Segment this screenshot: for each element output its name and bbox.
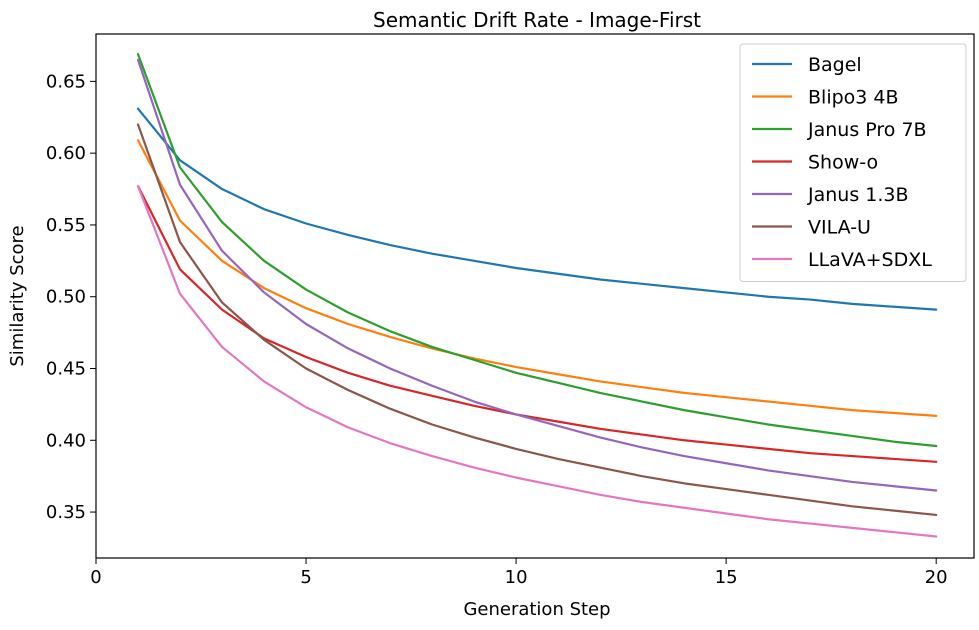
x-tick-label: 20 — [925, 567, 948, 588]
legend-label-show-o: Show-o — [808, 152, 878, 174]
legend-box — [739, 43, 967, 282]
legend-label-vila-u: VILA-U — [808, 217, 871, 239]
series-line-vila-u — [136, 123, 938, 517]
x-axis-label: Generation Step — [463, 599, 610, 620]
legend: Bagel Blipo3 4B Janus Pro 7B Show-o Janus 1.… — [739, 43, 967, 282]
y-tick-label: 0.40 — [46, 430, 86, 451]
x-tick-label: 15 — [715, 567, 738, 588]
y-tick-label: 0.50 — [46, 287, 86, 308]
y-tick-label: 0.60 — [46, 143, 86, 164]
legend-label-janus-1-3b: Janus 1.3B — [807, 184, 909, 206]
series-lines — [136, 52, 938, 538]
legend-label-blipo3-4b: Blipo3 4B — [808, 87, 899, 109]
series-line-blipo3-4b — [136, 139, 938, 417]
y-axis: 0.35 0.40 0.45 0.50 0.55 0.60 0.65 — [46, 71, 96, 523]
series-line-janus-pro-7b — [136, 52, 938, 448]
plot-area — [95, 33, 975, 559]
series-line-show-o — [136, 185, 938, 463]
y-tick-label: 0.35 — [46, 502, 86, 523]
y-tick-label: 0.55 — [46, 215, 86, 236]
x-axis: 0 5 10 15 20 — [90, 558, 948, 588]
series-line-llava-sdxl — [136, 185, 938, 538]
x-tick-label: 5 — [300, 567, 311, 588]
series-line-bagel — [136, 107, 938, 311]
y-axis-label: Similarity Score — [7, 225, 28, 366]
series-line-janus-1-3b — [136, 58, 938, 492]
legend-label-llava-sdxl: LLaVA+SDXL — [808, 249, 932, 271]
legend-label-bagel: Bagel — [808, 54, 862, 76]
x-tick-label: 10 — [505, 567, 528, 588]
chart-title: Semantic Drift Rate - Image-First — [373, 8, 701, 32]
y-tick-label: 0.65 — [46, 71, 86, 92]
legend-label-janus-pro-7b: Janus Pro 7B — [807, 119, 927, 141]
y-tick-label: 0.45 — [46, 358, 86, 379]
x-tick-label: 0 — [90, 567, 101, 588]
